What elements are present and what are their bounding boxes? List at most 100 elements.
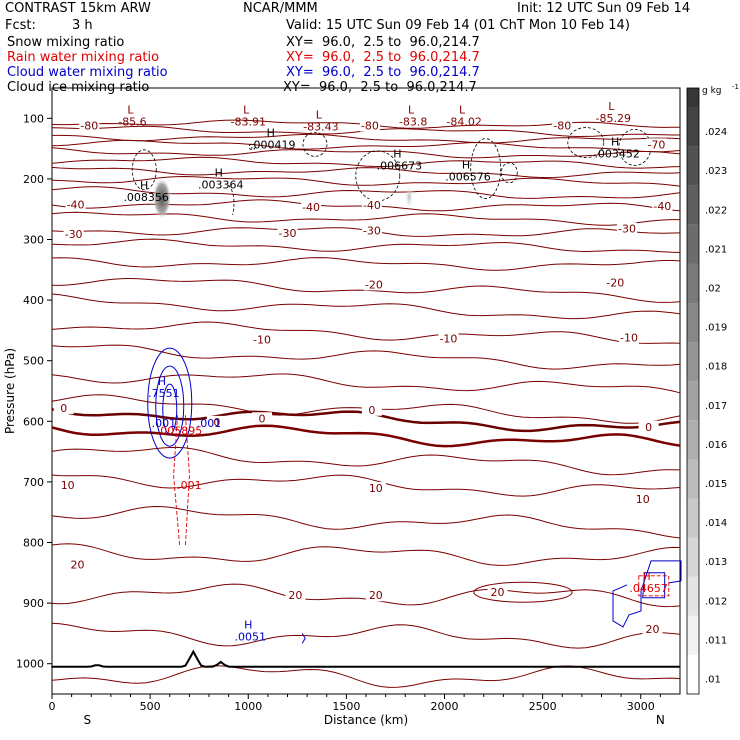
isotherm-label: -80 (553, 120, 571, 133)
high-marker: H (215, 166, 223, 179)
extremum-value: .006576 (445, 171, 491, 184)
high-marker: H (611, 136, 619, 149)
isotherm-label-bg (277, 226, 298, 239)
isotherm-line (51, 156, 681, 169)
x-tick-label: 1500 (332, 700, 360, 713)
field-name-snow: Snow mixing ratio (7, 35, 125, 50)
high-marker: H (244, 619, 252, 632)
colorbar-label: .013 (705, 557, 727, 568)
init-time: Init: 12 UTC Sun 09 Feb 14 (517, 1, 691, 16)
colorbar-unit: g kg (702, 86, 722, 96)
field-name-rain: Rain water mixing ratio (7, 50, 160, 65)
isotherm-label-bg (301, 200, 322, 213)
field-xy-cloud-water: XY= 96.0, 2.5 to 96.0,214.7 (286, 65, 480, 80)
y-tick-label: 400 (23, 294, 44, 307)
high-marker: H (158, 375, 166, 388)
y-tick-label: 700 (23, 476, 44, 489)
isotherm-line (51, 424, 681, 448)
colorbar-label: .015 (705, 479, 727, 490)
extremum-value: -85.6 (118, 115, 146, 128)
isotherm-closed-contour (473, 581, 573, 603)
y-tick-label: 600 (23, 415, 44, 428)
x-tick-label: 2500 (529, 700, 557, 713)
isotherm-line (51, 543, 681, 566)
colorbar-label: .019 (705, 323, 727, 334)
colorbar: .01 .011 .012 .013 .014 .015 .016 .017 .018 .019.… (686, 83, 739, 695)
extremum-value: .04657 (629, 582, 668, 595)
isotherm-label: 20 (71, 558, 85, 571)
isotherm-label-bg (361, 224, 382, 237)
cloud-ice-contour (248, 143, 256, 151)
isotherm-label: 20 (369, 589, 383, 602)
colorbar-frame (686, 87, 700, 695)
isotherm-label: -10 (620, 332, 638, 345)
high-marker: H (642, 570, 650, 583)
cloud-water-contour (147, 347, 193, 459)
high-marker: H (462, 159, 470, 172)
low-marker: L (127, 103, 134, 116)
colorbar-label: .022 (705, 205, 727, 216)
y-tick-label: 900 (23, 597, 44, 610)
y-tick-label: 300 (23, 234, 44, 247)
isotherm-label: -80 (361, 120, 379, 133)
rain-water-contour (173, 415, 190, 546)
y-tick-label: 200 (23, 173, 44, 186)
low-marker: L (459, 103, 466, 116)
colorbar-swatch (687, 576, 699, 616)
colorbar-label: .017 (705, 401, 727, 412)
colorbar-swatch (687, 615, 699, 655)
isotherm-label-bg (365, 589, 386, 602)
isotherm-label: -10 (439, 332, 457, 345)
cloud-water-contour (612, 560, 682, 628)
field-xy-snow: XY= 96.0, 2.5 to 96.0,214.7 (286, 35, 480, 50)
isotherm-label-bg (646, 138, 667, 151)
isotherm-label-bg (206, 415, 227, 428)
cloud-water-contour (155, 365, 185, 447)
isotherm-line (51, 257, 681, 271)
low-marker: L (608, 100, 615, 113)
extremum-value: .003364 (198, 178, 244, 191)
colorbar-swatch (687, 224, 699, 264)
isotherm-label-bg (632, 492, 653, 505)
isotherm-label-bg (642, 623, 663, 636)
isotherm-label-bg (361, 198, 382, 211)
south-label: S (84, 713, 92, 727)
cloud-ice-contour (302, 131, 328, 157)
mixing-ratio-contours (131, 127, 682, 644)
isotherm-label: -10 (253, 333, 271, 346)
isotherm-label-bg (67, 558, 88, 571)
y-tick-label: 1000 (16, 658, 44, 671)
extremum-value: .000419 (250, 138, 296, 151)
forecast-label: Fcst: (5, 18, 36, 33)
isotherm-label: -20 (606, 277, 624, 290)
colorbar-swatch (687, 88, 699, 108)
isotherm-label-bg (363, 278, 384, 291)
isotherm-line (51, 175, 681, 187)
high-marker: H (267, 126, 275, 139)
cloud-water-contour (301, 633, 306, 644)
extremum-value: -83.43 (303, 120, 338, 133)
isotherm-label: -20 (365, 278, 383, 291)
isotherm-label-bg (487, 586, 508, 599)
isotherm-label: 0 (258, 412, 265, 425)
colorbar-swatch (687, 498, 699, 538)
colorbar-swatch (687, 342, 699, 382)
x-tick-label: 2000 (431, 700, 459, 713)
extremum-value: .003452 (594, 148, 640, 161)
extremum-value: .001 (152, 417, 177, 430)
rain-water-contour (638, 575, 670, 597)
extremum-value: .008356 (123, 191, 169, 204)
colorbar-label: .02 (705, 283, 721, 294)
colorbar-label: .021 (705, 244, 727, 255)
organization-label: NCAR/MMM (243, 1, 318, 16)
colorbar-label: .016 (705, 440, 727, 451)
isotherm-label-bg (365, 481, 386, 494)
isotherm-label-bg (79, 119, 100, 132)
cloud-water-contour (642, 572, 666, 599)
x-tick-label: 1000 (234, 700, 262, 713)
isotherm-label-bg (652, 200, 673, 213)
isotherm-label: -70 (647, 138, 665, 151)
cloud-ice-contour (228, 184, 235, 216)
colorbar-label: .023 (705, 166, 727, 177)
